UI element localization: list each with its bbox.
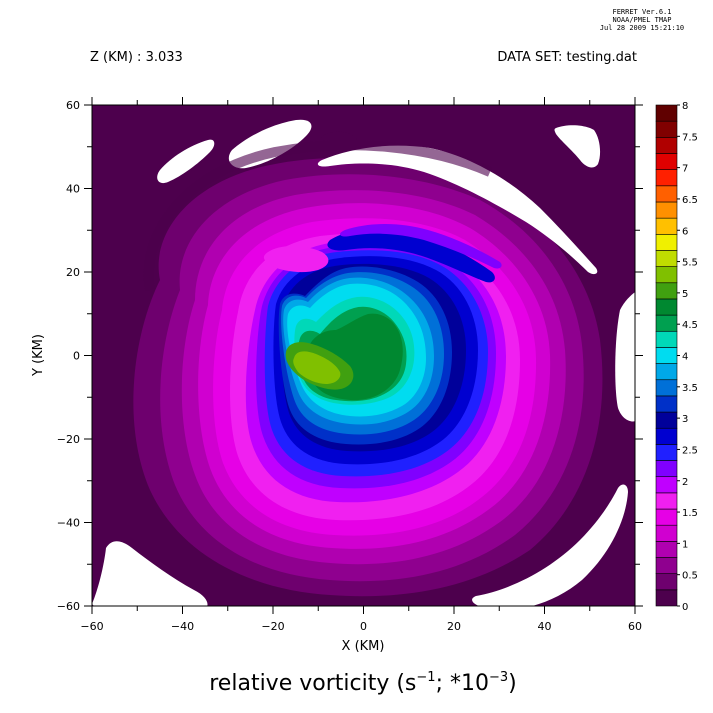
colorbar-label: 6.5 [682, 195, 698, 206]
colorbar-swatch [655, 524, 678, 542]
colorbar-label: 2.5 [682, 445, 698, 456]
blank-sw [92, 541, 208, 606]
x-tick-label: −60 [80, 620, 103, 633]
y-tick-label: 40 [66, 183, 80, 196]
colorbar-label: 7 [682, 164, 688, 175]
x-tick-label: 40 [538, 620, 552, 633]
north-blue-band [327, 227, 495, 283]
colorbar-swatch [655, 169, 678, 187]
y-axis-title: Y (KM) [31, 334, 46, 377]
outer-dark-ring [143, 140, 492, 291]
colorbar-swatch [655, 201, 678, 219]
chart-caption: relative vorticity (s−1; *10−3) [209, 670, 516, 696]
caption-prefix: relative vorticity (s [209, 671, 416, 696]
colorbar-swatch [655, 541, 678, 558]
colorbar-swatch [655, 298, 678, 316]
colorbar-swatch [655, 233, 678, 251]
colorbar-label: 8 [682, 101, 688, 112]
north-purple-band [339, 224, 502, 269]
x-tick-label: −40 [171, 620, 194, 633]
colorbar-label: 7.5 [682, 132, 698, 143]
colorbar-swatch [655, 395, 678, 413]
colorbar-label: 1.5 [682, 508, 698, 519]
colorbar-swatch [655, 589, 678, 607]
colorbar-label: 6 [682, 226, 688, 237]
caption-exponent-1: −1 [416, 670, 435, 685]
ferret-version: FERRET Ver.6.1 [612, 8, 671, 16]
colorbar-swatch [655, 573, 678, 591]
x-axis: −60 −40 −20 0 20 40 60 [80, 97, 642, 633]
colorbar-label: 0 [682, 602, 688, 613]
colorbar-swatch [655, 282, 678, 300]
contour-10-0 [293, 351, 341, 384]
colorbar-label: 4 [682, 352, 688, 363]
colorbar-label: 2 [682, 477, 688, 488]
colorbar-label: 4.5 [682, 320, 698, 331]
y-tick-label: 20 [66, 266, 80, 279]
z-level-label: Z (KM) : 3.033 [90, 50, 183, 65]
colorbar-label: 0.5 [682, 571, 698, 582]
caption-suffix: ) [508, 671, 517, 696]
colorbar-swatch [655, 185, 678, 203]
colorbar-label: 5 [682, 289, 688, 300]
colorbar-swatch [655, 379, 678, 397]
x-tick-label: 60 [628, 620, 642, 633]
y-tick-label: 60 [66, 99, 80, 112]
y-tick-label: −20 [57, 433, 80, 446]
colorbar-swatch [655, 137, 678, 154]
colorbar-swatch [655, 427, 678, 445]
colorbar-swatch [655, 120, 678, 138]
colorbar-swatch [655, 104, 678, 122]
plot-area [92, 105, 635, 606]
colorbar-swatch [655, 508, 678, 526]
caption-exponent-2: −3 [489, 670, 508, 685]
west-pink-lobe [263, 246, 329, 273]
y-axis: −60 −40 −20 0 20 40 60 [57, 99, 643, 613]
colorbar-label: 1 [682, 539, 688, 550]
caption-middle: ; *10 [436, 671, 489, 696]
colorbar-swatch [655, 217, 678, 235]
x-tick-label: −20 [261, 620, 284, 633]
colorbar-swatch [655, 492, 678, 510]
y-tick-label: −40 [57, 517, 80, 530]
colorbar-swatch [655, 330, 678, 348]
ferret-org: NOAA/PMEL TMAP [612, 16, 671, 24]
x-tick-label: 0 [360, 620, 367, 633]
colorbar-swatch [655, 476, 678, 494]
blank-n-arc [317, 145, 598, 275]
colorbar-swatch [655, 153, 678, 170]
colorbar-label: 3.5 [682, 383, 698, 394]
x-axis-title: X (KM) [342, 639, 385, 654]
colorbar-swatch [655, 363, 678, 381]
blank-e [615, 292, 635, 422]
colorbar-swatch [655, 444, 678, 461]
colorbar-swatch [655, 314, 678, 332]
dataset-label: DATA SET: testing.dat [497, 50, 637, 65]
colorbar-swatch [655, 557, 678, 574]
colorbar-swatch [655, 266, 678, 284]
blank-nw-1 [157, 139, 215, 184]
colorbar-swatch [655, 250, 678, 267]
colorbar: 0 0.5 1 1.5 2 2.5 3 3.5 4 4.5 5 5.5 6 6.5 7 7.5 8 [655, 101, 698, 613]
colorbar-swatch [655, 347, 678, 364]
ferret-timestamp: Jul 28 2009 15:21:10 [600, 24, 684, 32]
colorbar-swatch [655, 460, 678, 478]
blank-se [472, 484, 628, 606]
colorbar-label: 3 [682, 414, 688, 425]
colorbar-label: 5.5 [682, 258, 698, 269]
x-tick-label: 20 [447, 620, 461, 633]
y-tick-label: −60 [57, 600, 80, 613]
blank-ne-2 [554, 125, 601, 168]
colorbar-swatch [655, 411, 678, 429]
y-tick-label: 0 [73, 350, 80, 363]
